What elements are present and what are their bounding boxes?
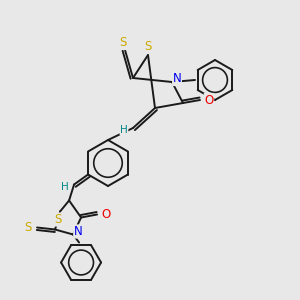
Text: N: N — [172, 73, 182, 85]
Text: N: N — [74, 225, 82, 238]
Text: S: S — [54, 213, 62, 226]
Text: H: H — [61, 182, 69, 191]
Text: S: S — [24, 221, 32, 234]
Text: S: S — [119, 37, 127, 50]
Text: H: H — [120, 125, 128, 135]
Text: S: S — [144, 40, 152, 53]
Text: O: O — [204, 94, 214, 106]
Text: O: O — [101, 208, 111, 221]
